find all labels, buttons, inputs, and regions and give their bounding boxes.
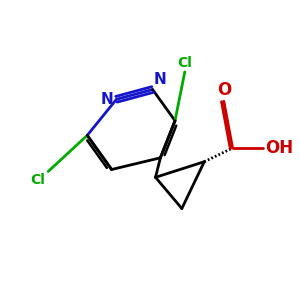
Text: OH: OH xyxy=(265,139,293,157)
Text: N: N xyxy=(100,92,113,107)
Text: O: O xyxy=(217,81,231,99)
Text: Cl: Cl xyxy=(177,56,192,70)
Text: N: N xyxy=(154,73,167,88)
Text: Cl: Cl xyxy=(30,173,45,187)
